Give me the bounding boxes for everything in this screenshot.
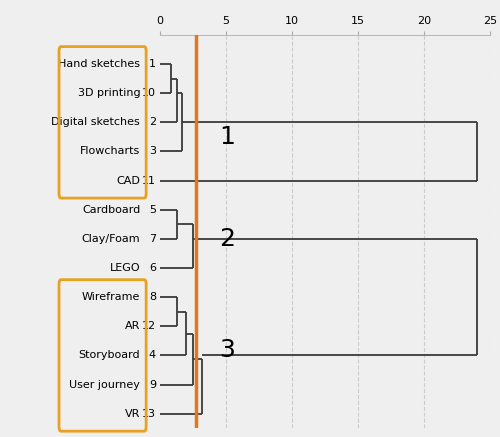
Text: Wireframe: Wireframe [82,292,140,302]
Text: Clay/Foam: Clay/Foam [82,234,140,244]
Text: User journey: User journey [70,380,140,389]
Text: 3D printing: 3D printing [78,88,140,98]
Text: Storyboard: Storyboard [78,350,140,361]
Text: 10: 10 [142,88,156,98]
Text: 8: 8 [149,292,156,302]
Text: Cardboard: Cardboard [82,205,140,215]
Text: 1: 1 [149,59,156,69]
Text: VR: VR [125,409,140,419]
Text: 13: 13 [142,409,156,419]
Text: Digital sketches: Digital sketches [52,118,140,127]
Text: LEGO: LEGO [110,263,140,273]
Text: 9: 9 [149,380,156,389]
Text: Hand sketches: Hand sketches [58,59,140,69]
Text: 2: 2 [220,227,236,251]
Text: 3: 3 [220,338,236,361]
Text: 5: 5 [149,205,156,215]
Text: AR: AR [125,321,140,331]
Text: 12: 12 [142,321,156,331]
Text: 7: 7 [149,234,156,244]
Text: 4: 4 [149,350,156,361]
Text: 3: 3 [149,146,156,156]
Text: 11: 11 [142,176,156,186]
Text: 2: 2 [149,118,156,127]
Text: Flowcharts: Flowcharts [80,146,140,156]
Text: 6: 6 [149,263,156,273]
Text: CAD: CAD [116,176,140,186]
Text: 1: 1 [220,125,236,149]
